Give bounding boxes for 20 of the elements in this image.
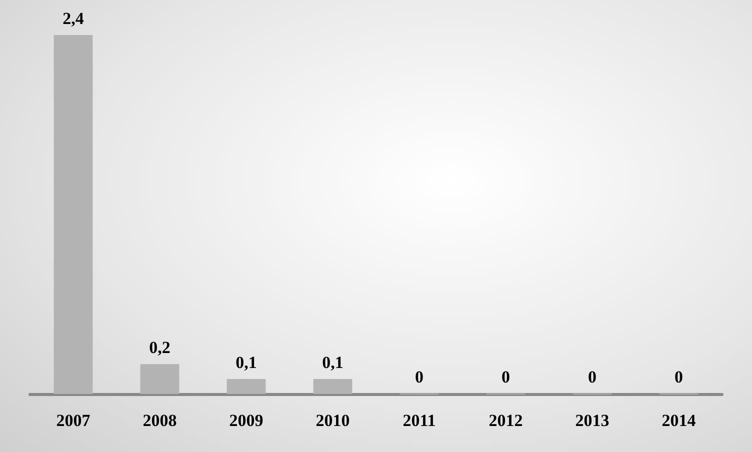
x-tick-label: 2013 <box>575 411 610 430</box>
data-label: 0,1 <box>322 353 344 372</box>
x-tick-label: 2010 <box>316 411 350 430</box>
x-tick-label: 2012 <box>488 411 523 430</box>
data-label: 0 <box>674 368 683 386</box>
data-label: 2,4 <box>62 8 84 28</box>
bar <box>54 34 93 394</box>
x-tick-label: 2007 <box>56 411 91 430</box>
x-tick-label: 2008 <box>142 411 177 430</box>
data-label: 0,2 <box>149 338 170 358</box>
x-tick-label: 2011 <box>402 411 436 430</box>
bar <box>140 364 180 394</box>
data-label: 0 <box>588 368 596 386</box>
bar <box>226 379 266 394</box>
bar <box>313 379 352 394</box>
data-label: 0 <box>502 368 510 386</box>
x-tick-label: 2009 <box>229 411 264 430</box>
data-label: 0,1 <box>236 353 257 372</box>
x-tick-label: 2014 <box>662 411 696 430</box>
data-label: 0 <box>415 368 424 386</box>
